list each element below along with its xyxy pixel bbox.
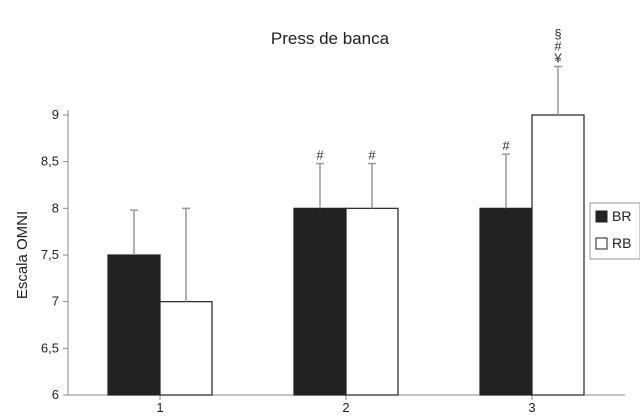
- legend: BR RB: [589, 202, 640, 260]
- legend-swatch-br: [595, 210, 608, 223]
- bar-br-1: [107, 254, 161, 396]
- bar-br-2: [293, 207, 347, 396]
- bar-rb-3: [531, 114, 585, 396]
- legend-swatch-rb: [595, 237, 608, 250]
- bar-br-3: [479, 207, 533, 396]
- legend-label-rb: RB: [612, 235, 631, 251]
- significance-mark: #: [554, 38, 562, 53]
- y-axis-label: Escala OMNI: [14, 211, 31, 299]
- significance-mark: #: [316, 148, 324, 163]
- x-tick-label: 3: [528, 400, 535, 415]
- x-tick-label: 1: [156, 400, 163, 415]
- significance-mark: #: [502, 138, 510, 153]
- legend-label-br: BR: [612, 208, 631, 224]
- y-tick-label: 8: [52, 200, 59, 215]
- significance-mark: #: [368, 148, 376, 163]
- y-tick-label: 9: [52, 107, 59, 122]
- y-tick-label: 8,5: [41, 154, 59, 169]
- y-tick-label: 6,5: [41, 340, 59, 355]
- y-tick-label: 7: [52, 294, 59, 309]
- bars: [107, 114, 585, 396]
- error-bars: [130, 65, 562, 302]
- bar-rb-2: [345, 207, 399, 396]
- bar-rb-1: [159, 301, 213, 396]
- x-tick-label: 2: [342, 400, 349, 415]
- y-tick-label: 6: [52, 387, 59, 402]
- chart-title: Press de banca: [271, 29, 390, 48]
- y-tick-label: 7,5: [41, 247, 59, 262]
- annotations: # ##§#¥: [316, 26, 562, 162]
- significance-mark: ¥: [553, 50, 562, 65]
- significance-mark: §: [554, 26, 561, 41]
